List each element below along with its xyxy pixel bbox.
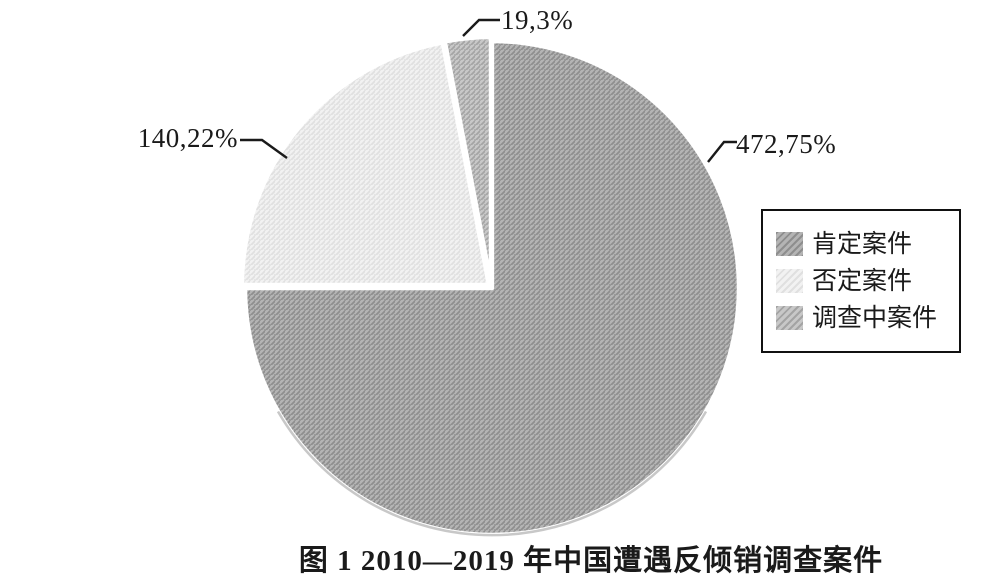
legend-item-affirmative: 肯定案件: [776, 230, 959, 258]
leader-line-affirmative: [707, 140, 737, 163]
legend: 肯定案件 否定案件 调查中案件: [761, 209, 961, 353]
pie-slice-investigating: [442, 34, 494, 287]
pie-slice-negative: [239, 40, 492, 288]
pie-slices-group: [239, 34, 742, 538]
legend-swatch-affirmative: [776, 232, 803, 256]
pie-bottom-shading: [276, 410, 708, 537]
data-label-investigating: 19,3%: [501, 5, 574, 35]
legend-swatch-negative: [776, 269, 803, 293]
leader-line-negative: [240, 138, 288, 159]
legend-item-investigating: 调查中案件: [776, 304, 959, 332]
data-label-negative: 140,22%: [137, 123, 238, 153]
data-label-affirmative: 472,75%: [736, 129, 837, 159]
legend-label-affirmative: 肯定案件: [812, 230, 913, 258]
legend-label-negative: 否定案件: [812, 267, 913, 295]
leader-line-investigating: [462, 18, 500, 37]
legend-item-negative: 否定案件: [776, 267, 959, 295]
legend-swatch-investigating: [776, 306, 803, 330]
figure-caption: 图 1 2010—2019 年中国遭遇反倾销调查案件: [298, 545, 884, 577]
legend-label-investigating: 调查中案件: [812, 304, 938, 332]
